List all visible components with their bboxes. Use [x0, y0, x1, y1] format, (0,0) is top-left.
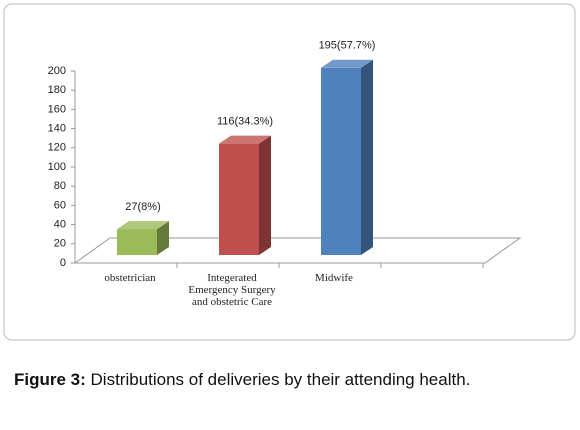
y-tick-label: 160	[48, 103, 66, 115]
y-tick-label: 80	[54, 180, 66, 192]
y-tick-label: 120	[48, 142, 66, 154]
bar-top	[117, 221, 169, 230]
data-label: 116(34.3%)	[217, 116, 273, 128]
bar	[117, 229, 157, 255]
bar-side	[157, 221, 169, 255]
floor	[73, 237, 522, 264]
y-tick-label: 180	[48, 84, 66, 96]
caption-label: Figure 3:	[14, 370, 86, 389]
bar-top	[321, 59, 373, 68]
data-label: 195(57.7%)	[319, 40, 376, 52]
bar	[321, 67, 361, 255]
bar-top	[219, 135, 271, 144]
x-tick-label: Midwife	[315, 272, 353, 284]
bar	[219, 143, 259, 255]
caption: Figure 3: Distributions of deliveries by…	[14, 370, 470, 390]
y-tick-label: 140	[48, 123, 66, 135]
y-tick-label: 20	[54, 238, 66, 250]
bar-side	[259, 135, 271, 255]
y-tick-label: 200	[48, 65, 66, 77]
y-tick-label: 60	[54, 199, 66, 211]
data-label: 27(8%)	[125, 201, 160, 213]
y-tick-label: 100	[48, 161, 66, 173]
y-tick-label: 0	[60, 257, 66, 269]
x-tick-label: Integerated Emergency Surgery and obstet…	[188, 272, 276, 308]
bar-side	[361, 59, 373, 255]
caption-text: Distributions of deliveries by their att…	[85, 370, 471, 389]
x-tick-label: obstetrician	[104, 272, 156, 284]
chart-frame	[3, 3, 576, 341]
y-tick-label: 40	[54, 219, 66, 231]
